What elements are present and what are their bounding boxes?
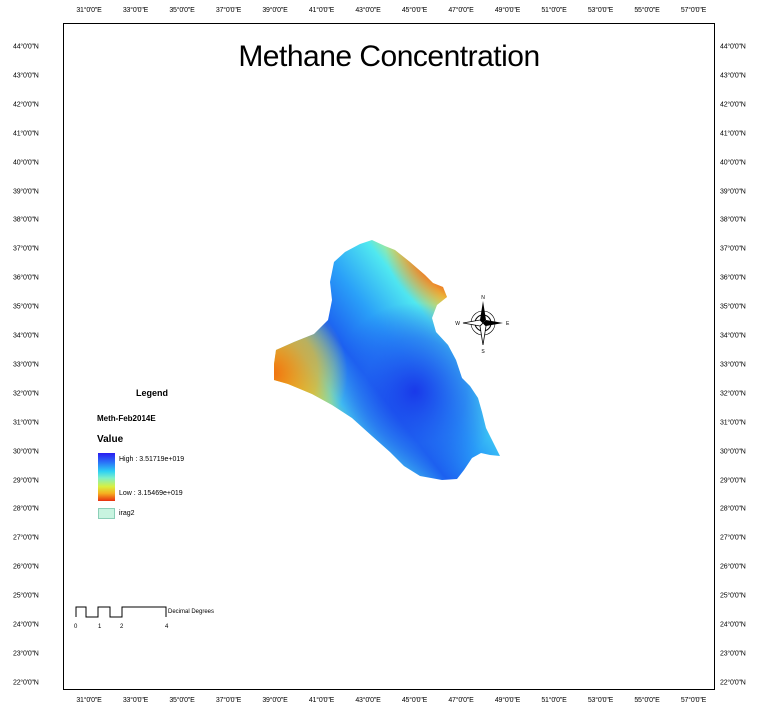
longitude-tick-bottom: 45°0'0"E	[401, 697, 428, 704]
latitude-tick-right: 39°0'0"N	[720, 188, 746, 195]
longitude-tick-top: 51°0'0"E	[541, 7, 567, 14]
longitude-tick-top: 43°0'0"E	[355, 7, 381, 14]
latitude-tick-left: 42°0'0"N	[13, 101, 39, 109]
longitude-tick-top: 47°0'0"E	[448, 7, 474, 14]
legend-field-name: Value	[97, 434, 124, 445]
longitude-tick-bottom: 41°0'0"E	[308, 697, 335, 704]
latitude-tick-left: 31°0'0"N	[13, 419, 39, 427]
latitude-tick-left: 39°0'0"N	[13, 188, 39, 195]
east-label: E	[506, 321, 510, 327]
latitude-tick-right: 27°0'0"N	[720, 534, 746, 542]
longitude-tick-bottom: 37°0'0"E	[215, 697, 242, 704]
longitude-tick-top: 53°0'0"E	[587, 7, 614, 14]
latitude-tick-left: 26°0'0"N	[13, 563, 39, 571]
longitude-tick-bottom: 53°0'0"E	[587, 697, 614, 704]
latitude-tick-right: 23°0'0"N	[720, 650, 746, 658]
latitude-tick-left: 34°0'0"N	[13, 332, 39, 340]
longitude-tick-top: 45°0'0"E	[401, 7, 428, 14]
latitude-tick-left: 30°0'0"N	[13, 448, 39, 456]
latitude-tick-left: 23°0'0"N	[13, 650, 39, 658]
latitude-tick-right: 29°0'0"N	[720, 477, 746, 484]
scale-label-1: 1	[98, 624, 102, 630]
longitude-tick-bottom: 57°0'0"E	[680, 697, 707, 704]
longitude-tick-top: 57°0'0"E	[680, 7, 707, 14]
longitude-tick-bottom: 43°0'0"E	[355, 697, 381, 704]
latitude-tick-right: 40°0'0"N	[720, 159, 746, 167]
latitude-tick-right: 37°0'0"N	[720, 245, 746, 253]
latitude-tick-left: 36°0'0"N	[13, 274, 39, 282]
latitude-tick-left: 44°0'0"N	[13, 43, 39, 51]
latitude-tick-left: 29°0'0"N	[13, 477, 39, 484]
latitude-tick-left: 24°0'0"N	[13, 621, 39, 629]
legend-layer-name: Meth-Feb2014E	[97, 414, 156, 423]
latitude-tick-right: 24°0'0"N	[720, 621, 746, 629]
legend-mask-swatch	[98, 508, 115, 519]
latitude-tick-right: 38°0'0"N	[720, 216, 746, 224]
longitude-tick-bottom: 39°0'0"E	[262, 697, 288, 704]
latitude-tick-left: 35°0'0"N	[13, 303, 39, 311]
latitude-tick-right: 25°0'0"N	[720, 592, 746, 600]
latitude-tick-right: 41°0'0"N	[720, 130, 746, 138]
longitude-tick-top: 41°0'0"E	[308, 7, 335, 14]
map-frame	[63, 23, 715, 690]
latitude-tick-right: 36°0'0"N	[720, 274, 746, 282]
latitude-tick-left: 22°0'0"N	[13, 679, 39, 687]
longitude-tick-top: 49°0'0"E	[494, 7, 521, 14]
latitude-tick-right: 42°0'0"N	[720, 101, 746, 109]
latitude-tick-left: 33°0'0"N	[13, 361, 39, 369]
latitude-tick-left: 37°0'0"N	[13, 245, 39, 253]
scale-label-2: 2	[120, 624, 124, 630]
longitude-tick-top: 39°0'0"E	[262, 7, 288, 14]
longitude-tick-bottom: 51°0'0"E	[541, 697, 567, 704]
scale-label-0: 0	[74, 624, 78, 630]
latitude-tick-left: 41°0'0"N	[13, 130, 39, 138]
latitude-tick-right: 22°0'0"N	[720, 679, 746, 687]
longitude-tick-top: 55°0'0"E	[634, 7, 660, 14]
latitude-tick-left: 43°0'0"N	[13, 72, 39, 80]
longitude-tick-top: 35°0'0"E	[169, 7, 195, 14]
latitude-tick-right: 26°0'0"N	[720, 563, 746, 571]
latitude-tick-right: 32°0'0"N	[720, 390, 746, 398]
longitude-tick-bottom: 55°0'0"E	[634, 697, 660, 704]
latitude-tick-right: 44°0'0"N	[720, 43, 746, 51]
map-title: Methane Concentration	[238, 40, 540, 73]
latitude-tick-right: 35°0'0"N	[720, 303, 746, 311]
longitude-tick-bottom: 31°0'0"E	[76, 697, 102, 704]
latitude-tick-left: 40°0'0"N	[13, 159, 39, 167]
latitude-tick-right: 30°0'0"N	[720, 448, 746, 456]
longitude-tick-bottom: 47°0'0"E	[448, 697, 474, 704]
legend-low-label: Low : 3.15469e+019	[119, 490, 183, 497]
latitude-tick-right: 31°0'0"N	[720, 419, 746, 427]
latitude-tick-right: 34°0'0"N	[720, 332, 746, 340]
scale-bar	[75, 606, 167, 618]
north-label: N	[481, 295, 485, 301]
scale-units: Decimal Degrees	[168, 609, 215, 615]
longitude-tick-bottom: 33°0'0"E	[122, 697, 149, 704]
longitude-tick-top: 37°0'0"E	[215, 7, 242, 14]
legend-mask-label: irag2	[119, 510, 135, 517]
longitude-tick-top: 31°0'0"E	[76, 7, 102, 14]
west-label: W	[455, 321, 460, 327]
longitude-tick-bottom: 35°0'0"E	[169, 697, 195, 704]
south-label: S	[481, 349, 485, 355]
longitude-tick-top: 33°0'0"E	[122, 7, 149, 14]
latitude-tick-right: 33°0'0"N	[720, 361, 746, 369]
latitude-tick-right: 28°0'0"N	[720, 505, 746, 513]
legend-color-ramp	[98, 453, 115, 501]
scale-label-4: 4	[165, 624, 169, 630]
legend-title: Legend	[136, 388, 169, 398]
latitude-tick-left: 32°0'0"N	[13, 390, 39, 398]
latitude-tick-left: 38°0'0"N	[13, 216, 39, 224]
north-arrow-icon: N S E W	[455, 295, 510, 355]
methane-raster	[274, 240, 500, 480]
legend-high-label: High : 3.51719e+019	[119, 456, 185, 463]
latitude-tick-left: 25°0'0"N	[13, 592, 39, 600]
latitude-tick-right: 43°0'0"N	[720, 72, 746, 80]
latitude-tick-left: 27°0'0"N	[13, 534, 39, 542]
latitude-tick-left: 28°0'0"N	[13, 505, 39, 513]
longitude-tick-bottom: 49°0'0"E	[494, 697, 521, 704]
